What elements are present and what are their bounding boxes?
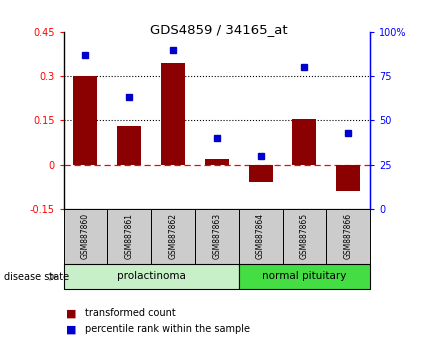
Bar [151,209,195,264]
Bar [161,63,185,165]
Bar [326,209,370,264]
Bar [107,209,151,264]
Bar [205,159,229,165]
Bar [283,209,326,264]
Text: GSM887866: GSM887866 [344,213,353,259]
Bar [64,209,107,264]
Bar [239,264,370,289]
Text: prolactinoma: prolactinoma [117,271,186,281]
Text: disease state: disease state [4,272,70,282]
Bar [73,76,97,165]
Bar [293,119,316,165]
Bar [249,165,272,182]
Bar [117,126,141,165]
Text: ■: ■ [66,308,76,318]
Text: GSM887865: GSM887865 [300,213,309,259]
Bar [336,165,360,191]
Text: GSM887863: GSM887863 [212,213,221,259]
Text: GSM887864: GSM887864 [256,213,265,259]
Text: normal pituitary: normal pituitary [262,271,346,281]
Text: GSM887861: GSM887861 [125,213,134,259]
Bar [239,209,283,264]
Bar [64,264,239,289]
Text: GSM887860: GSM887860 [81,213,90,259]
Text: transformed count: transformed count [85,308,176,318]
Text: GDS4859 / 34165_at: GDS4859 / 34165_at [150,23,288,36]
Bar [195,209,239,264]
Text: percentile rank within the sample: percentile rank within the sample [85,324,251,334]
Text: ■: ■ [66,324,76,334]
Text: GSM887862: GSM887862 [169,213,177,259]
